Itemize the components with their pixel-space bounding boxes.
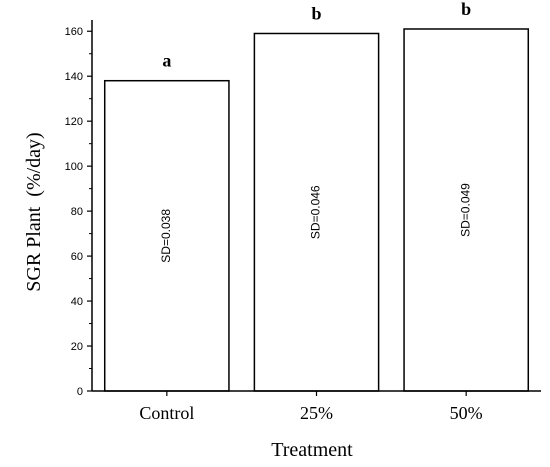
y-tick-label: 80 <box>71 206 83 218</box>
significance-letter: b <box>311 3 321 23</box>
x-tick-label: 25% <box>300 403 333 423</box>
y-tick-label: 120 <box>65 116 83 128</box>
y-tick-label: 100 <box>65 161 83 173</box>
x-axis-title: Treatment <box>271 439 353 461</box>
bar <box>253 32 380 392</box>
bar-data-label: SD=0.049 <box>458 183 472 237</box>
significance-letter: a <box>162 51 171 71</box>
axes-group: 0 20 40 60 80 100 120 140 160 Control 25% 50% <box>65 20 541 423</box>
significance-letter: b <box>461 0 471 19</box>
y-tick-label: 60 <box>71 251 83 263</box>
bar <box>103 79 230 392</box>
y-tick-label: 140 <box>65 71 83 83</box>
y-tick-label: 40 <box>71 296 83 308</box>
bar <box>403 28 530 392</box>
x-tick-label: 50% <box>450 403 483 423</box>
y-axis-title: SGR Plant (%/day) <box>23 132 45 291</box>
y-tick-label: 20 <box>71 341 83 353</box>
bar-data-label: SD=0.038 <box>159 209 173 263</box>
y-tick-label: 0 <box>77 386 83 398</box>
x-tick-label: Control <box>139 403 194 423</box>
bar-data-label: SD=0.046 <box>309 185 323 239</box>
bars-group: SD=0.038 a SD=0.046 b SD=0.049 b <box>103 0 530 392</box>
y-tick-label: 160 <box>65 26 83 38</box>
